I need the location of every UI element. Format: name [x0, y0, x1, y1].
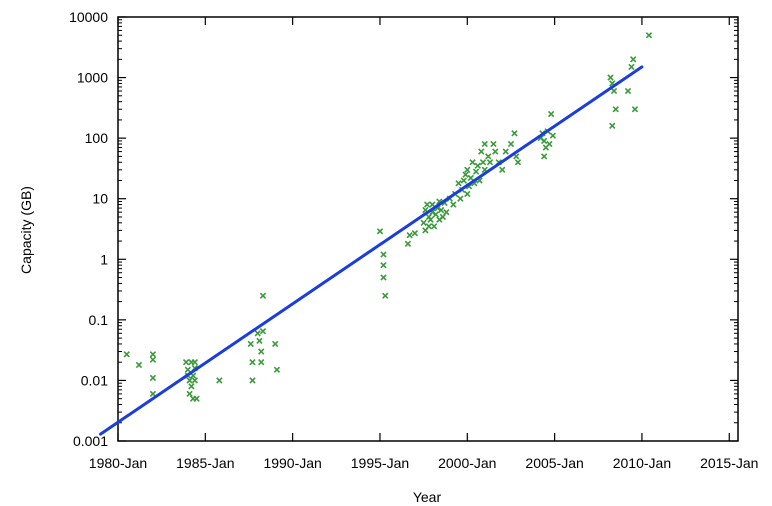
y-tick-label: 0.01	[81, 372, 108, 388]
data-point	[192, 360, 197, 365]
y-tick-label: 1000	[77, 70, 108, 86]
data-point	[444, 210, 449, 215]
trend-line	[101, 67, 642, 434]
data-point	[500, 167, 505, 172]
data-point	[250, 360, 255, 365]
data-point	[184, 360, 189, 365]
data-point	[260, 293, 265, 298]
x-tick-label: 2015-Jan	[700, 455, 758, 471]
data-point	[473, 169, 478, 174]
data-point	[463, 172, 468, 177]
y-tick-label: 10	[92, 191, 108, 207]
data-point	[480, 160, 485, 165]
data-point	[185, 367, 190, 372]
data-point	[407, 233, 412, 238]
data-point	[479, 149, 484, 154]
data-point	[150, 352, 155, 357]
data-point	[608, 75, 613, 80]
data-point	[465, 191, 470, 196]
data-point	[451, 202, 456, 207]
data-point	[547, 141, 552, 146]
data-point	[461, 178, 466, 183]
x-tick-label: 2000-Jan	[438, 455, 496, 471]
x-tick-label: 2010-Jan	[613, 455, 671, 471]
y-axis-label: Capacity (GB)	[18, 186, 34, 274]
data-point	[631, 57, 636, 62]
data-point	[550, 133, 555, 138]
data-point	[425, 202, 430, 207]
data-point	[503, 149, 508, 154]
data-point	[189, 384, 194, 389]
plot-border	[118, 17, 738, 441]
data-point	[613, 107, 618, 112]
data-point	[217, 378, 222, 383]
data-point	[493, 149, 498, 154]
data-point	[194, 396, 199, 401]
data-point	[432, 224, 437, 229]
data-point	[610, 123, 615, 128]
data-point	[470, 160, 475, 165]
trend-line-group	[101, 67, 642, 434]
data-point	[405, 241, 410, 246]
x-axis-ticks: 1980-Jan 1985-Jan 1990-Jan 1995-Jan 2000-Jan…	[89, 17, 759, 471]
data-point	[383, 293, 388, 298]
y-tick-label: 100	[85, 130, 109, 146]
data-point	[150, 375, 155, 380]
y-tick-label: 0.001	[73, 433, 108, 449]
data-point	[456, 181, 461, 186]
data-point	[187, 378, 192, 383]
data-point	[465, 167, 470, 172]
data-point	[381, 252, 386, 257]
data-point	[515, 160, 520, 165]
data-point	[625, 88, 630, 93]
data-point	[274, 367, 279, 372]
data-point	[426, 224, 431, 229]
data-point	[136, 362, 141, 367]
data-point	[482, 141, 487, 146]
data-point	[458, 196, 463, 201]
y-tick-label: 10000	[69, 9, 108, 25]
data-point	[549, 111, 554, 116]
data-point	[486, 154, 491, 159]
y-tick-label: 1	[100, 251, 108, 267]
data-point	[260, 329, 265, 334]
data-point	[468, 175, 473, 180]
data-point	[421, 220, 426, 225]
x-tick-label: 1995-Jan	[351, 455, 409, 471]
data-point	[248, 341, 253, 346]
data-point	[475, 163, 480, 168]
data-point	[412, 231, 417, 236]
data-point	[629, 64, 634, 69]
data-point	[124, 352, 129, 357]
data-point	[150, 357, 155, 362]
data-point	[542, 154, 547, 159]
data-point	[192, 378, 197, 383]
data-point	[259, 349, 264, 354]
data-point	[491, 141, 496, 146]
data-point	[487, 160, 492, 165]
data-point	[611, 88, 616, 93]
data-point	[259, 360, 264, 365]
data-point	[646, 33, 651, 38]
data-point	[512, 131, 517, 136]
data-point	[381, 263, 386, 268]
x-axis-label: Year	[413, 489, 442, 505]
data-point	[257, 338, 262, 343]
data-point	[632, 107, 637, 112]
x-tick-label: 1985-Jan	[176, 455, 234, 471]
data-points	[124, 33, 651, 402]
data-point	[187, 391, 192, 396]
data-point	[273, 341, 278, 346]
y-tick-label: 0.1	[89, 312, 109, 328]
data-point	[250, 378, 255, 383]
data-point	[255, 331, 260, 336]
x-tick-label: 1990-Jan	[263, 455, 321, 471]
x-tick-label: 1980-Jan	[89, 455, 147, 471]
x-tick-label: 2005-Jan	[525, 455, 583, 471]
data-point	[377, 229, 382, 234]
data-point	[381, 275, 386, 280]
data-point	[508, 141, 513, 146]
plot-frame	[118, 17, 738, 441]
